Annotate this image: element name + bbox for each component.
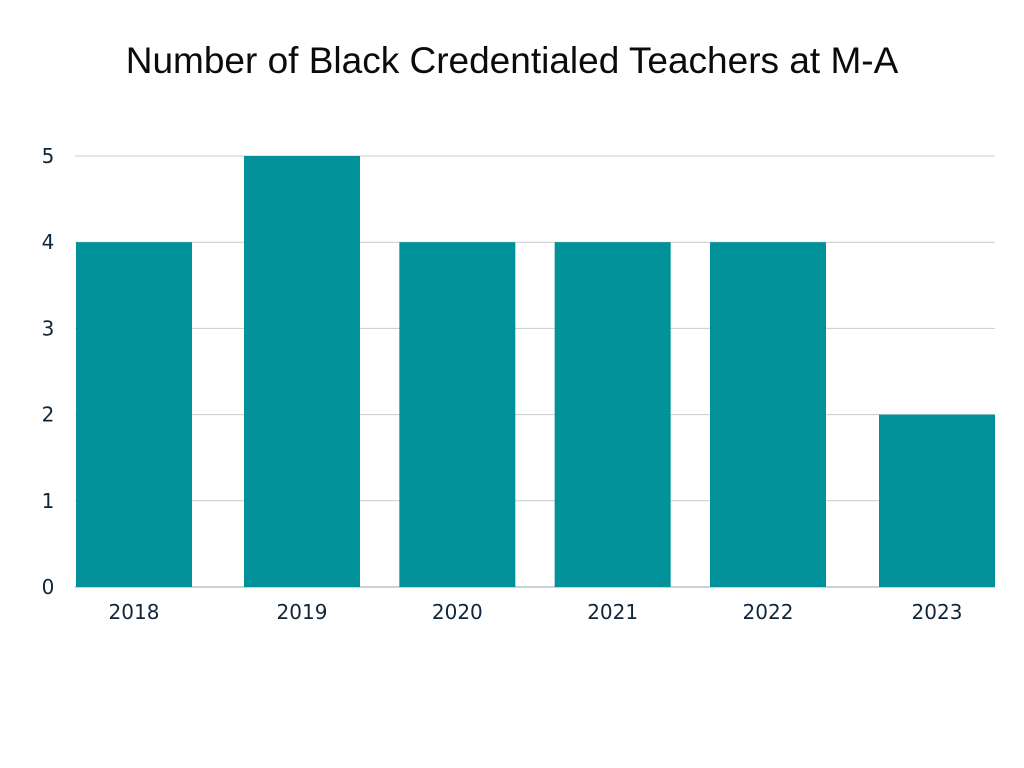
- x-tick-label: 2020: [432, 600, 483, 624]
- chart-title: Number of Black Credentialed Teachers at…: [125, 40, 899, 81]
- bar-2019: [244, 156, 360, 587]
- y-tick-label: 3: [42, 316, 55, 340]
- y-tick-label: 0: [42, 575, 55, 599]
- y-tick-label: 2: [42, 403, 55, 427]
- y-tick-label: 5: [42, 144, 55, 168]
- x-tick-label: 2018: [109, 600, 160, 624]
- bar-2021: [554, 242, 671, 587]
- y-tick-label: 4: [42, 230, 55, 254]
- x-tick-label: 2021: [587, 600, 638, 624]
- bar-2022: [710, 242, 826, 587]
- bar-2018: [76, 242, 192, 587]
- x-tick-label: 2023: [912, 600, 963, 624]
- x-tick-label: 2022: [743, 600, 794, 624]
- bar-2020: [399, 242, 516, 587]
- x-tick-label: 2019: [277, 600, 328, 624]
- bar-2023: [879, 414, 995, 587]
- y-tick-label: 1: [42, 489, 55, 513]
